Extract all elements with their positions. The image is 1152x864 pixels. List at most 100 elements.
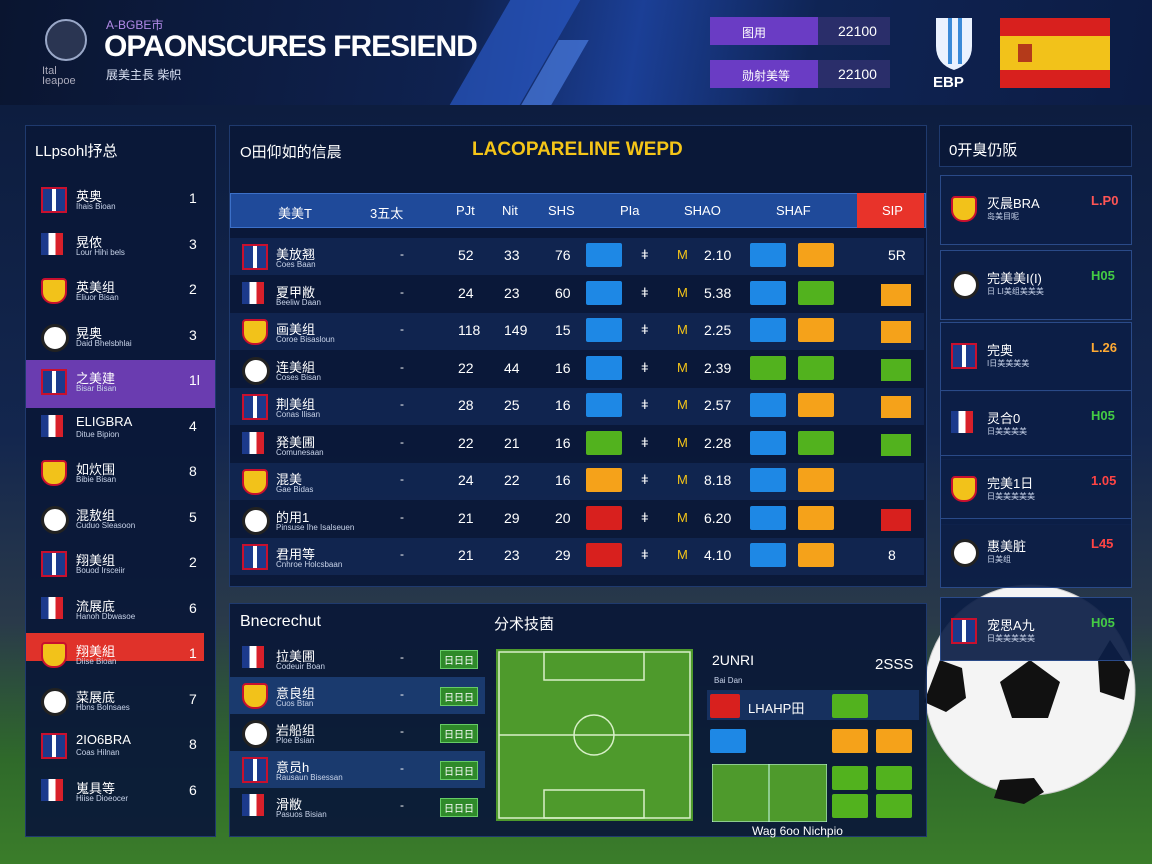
team-name: 菜展底 [76,689,116,705]
row-stat: 21 [504,434,520,451]
row-stat: 22 [504,472,520,488]
flag-icon [242,469,268,495]
row-stat: 118 [458,322,481,338]
team-name: 晃奥 [76,325,103,341]
team-name: 之美建 [76,371,116,386]
row-m: M [677,359,688,375]
row-score: 2.10 [704,247,732,263]
row-m: M [677,284,688,300]
column-header: SHAO [684,203,721,218]
card-score: H05 [1091,408,1115,423]
match-card: 灵合0 日美美美美 H05 [940,390,1132,460]
tactic-icon [710,729,746,753]
team-sub: Bisar Bisan [76,384,117,393]
column-header: PJt [456,203,475,218]
right-header: 0开臭仍阪 [939,125,1132,167]
flag-icon [242,794,264,816]
list-name: 岩船组 [276,723,316,738]
row-sub: Comunesaan [276,447,324,457]
team-num: 2 [189,281,197,297]
list-badge: 日日日 [440,761,478,780]
team-name: 翔美组 [76,553,116,568]
flag-icon [242,646,264,668]
card-name: 灭晨BRA [987,196,1040,211]
card-score: L45 [1091,536,1114,551]
row-dash: - [400,547,404,561]
list-name: 滑敝 [276,797,303,812]
row-icon [798,543,834,567]
card-score: 1.05 [1091,473,1117,488]
tactic-icon [876,794,912,818]
row-badge [881,283,911,306]
row-stat: 23 [504,284,520,301]
row-icon [798,468,834,492]
team-name: 混敖组 [76,507,116,523]
team-num: 6 [189,599,197,616]
team-num: 8 [189,736,197,752]
card-sub: 日美组 [987,555,1011,564]
bottom-panel: Bnecrechut 分术技菌 2UNRI Bai Dan 2SSS LHAHP… [229,603,927,838]
team-sub: Ihais Bioan [76,202,116,211]
score-label: 图用 [742,26,767,40]
row-icon [750,243,786,267]
left-panel: LLpsohl抒总 英奥 Ihais Bioan 1 晃侬 Lour Hihi bels… [25,125,216,837]
team-num: 5 [189,508,197,525]
card-score: L.P0 [1091,193,1119,208]
row-sym: ǂ [641,472,649,487]
header-subtitle: 展美主長 柴帜 [106,68,182,82]
row-icon [750,543,786,567]
row-last: 5R [888,247,906,263]
card-name: 完奥 [987,343,1014,358]
team-sub: Hbns Bolnsaes [76,702,130,712]
row-stat: 52 [458,247,474,263]
row-sym: ǂ [641,397,649,412]
row-score: 8.18 [704,472,732,488]
table-title: LACOPARELINE WEPD [472,139,683,160]
row-stat: 15 [555,322,571,338]
flag-icon [41,460,67,486]
card-sub: 日美美美美美 [987,492,1035,501]
team-sub: Diise Bioan [76,657,117,666]
team-sub: Lour Hihi bels [76,247,125,257]
flag-icon [242,683,268,709]
row-stat: 22 [458,434,474,451]
column-header: PIa [620,203,640,218]
row-last: 8 [888,547,896,563]
column-header: Nit [502,203,518,218]
list-dash: - [400,761,404,775]
row-icon [750,468,786,492]
flag-icon [242,544,268,570]
row-stat: 24 [458,472,474,488]
team-num: 3 [189,235,197,252]
row-stat: 44 [504,359,520,376]
team-num: 1 [189,190,197,206]
row-icon [750,355,786,380]
team-num: 1l [189,372,200,388]
flag-icon [242,244,268,270]
team-name: 嵬具等 [76,780,116,796]
card-sub: 日 LI美组美美美 [987,287,1044,296]
flag-icon [242,394,268,420]
row-sym: ǂ [641,284,649,300]
match-card: 完奥 I日美美美美 L.26 [940,322,1132,392]
team-sub: Eliuor Bisan [76,293,119,302]
row-m: M [677,397,688,412]
list-title: Bnecrechut [240,613,321,630]
row-name: 画美组 [276,322,316,337]
card-name: 灵合0 [987,411,1021,426]
flag-icon [951,476,977,502]
panel-title: 0开臭仍阪 [949,142,1018,159]
row-icon [586,393,622,417]
card-sub: I日美美美美 [987,359,1030,368]
shield [936,18,972,70]
logo [45,19,87,61]
logo-text: Ital Ieapoe [42,65,76,87]
list-dash: - [400,650,404,664]
list-sub: Ploe Bsian [276,736,315,745]
flag-icon [242,431,264,454]
row-sub: Coses Bisan [276,372,321,382]
list-sub: Cuos Btan [276,699,314,708]
tactic-icon [832,694,868,718]
pitch-lines [498,651,691,819]
tactic-icon [710,694,740,718]
